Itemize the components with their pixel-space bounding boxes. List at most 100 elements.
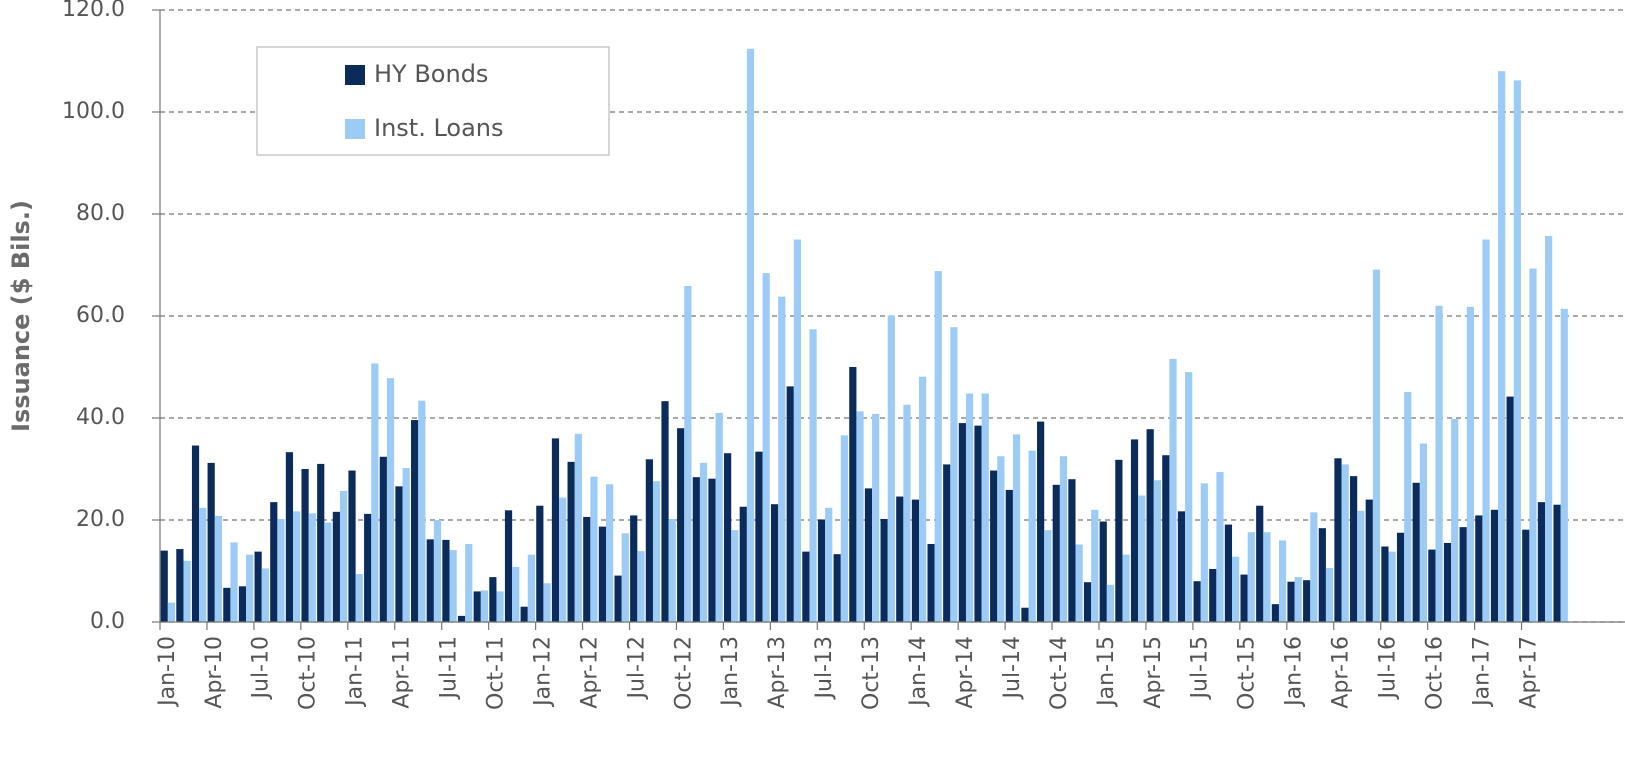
bar [755,451,763,622]
bar [1350,476,1358,622]
y-tick-label: 80.0 [76,201,125,226]
bar [1209,568,1217,622]
x-tick-label: Jul-14 [1000,636,1025,700]
bar [1146,429,1154,622]
bar [1419,443,1428,622]
bar [1263,532,1271,622]
bar [833,554,841,622]
bar [708,478,716,622]
bar [293,511,301,622]
bar [261,568,269,622]
bar [1318,528,1326,622]
bar [386,378,395,622]
bar [1075,544,1083,622]
bar [1115,459,1123,622]
bar [433,520,442,622]
bar [668,518,676,622]
bar [583,516,591,622]
bar [1303,580,1311,622]
bar [1466,306,1474,622]
bar [770,504,779,622]
bar [1545,235,1553,622]
bar [285,452,294,622]
bar [442,539,450,622]
bar [270,502,278,622]
bar [551,438,560,622]
bar [527,554,535,622]
bar [692,477,700,622]
bar [1357,510,1365,622]
bar [950,327,958,622]
bar [559,497,567,622]
x-tick-label: Jan-11 [343,636,368,708]
bar [207,462,215,622]
bar [1428,549,1436,622]
bar [864,488,873,622]
x-tick-label: Oct-10 [296,636,321,710]
x-tick-label: Apr-12 [577,636,602,709]
bar [1256,505,1264,622]
bar [1537,502,1546,622]
x-tick-label: Jan-16 [1282,636,1307,708]
x-tick-label: Jul-15 [1188,636,1213,700]
bar [598,526,607,622]
bar [465,543,473,622]
bar [1162,455,1170,622]
bar [825,507,833,622]
y-tick-label: 100.0 [62,99,125,124]
x-tick-label: Jul-12 [624,636,649,700]
bar [1560,308,1568,622]
bar [1412,482,1420,622]
x-tick-label: Oct-13 [859,636,884,710]
bar [574,433,582,622]
bar [778,296,786,622]
bar [880,518,888,622]
bar [1216,472,1224,622]
bar [1522,529,1530,622]
bar [254,551,262,622]
x-tick-label: Apr-13 [765,636,790,709]
bar [1153,480,1161,622]
y-tick-label: 0.0 [90,609,125,634]
bar [1341,464,1349,622]
bar [332,511,340,622]
bar [606,484,614,622]
y-tick-label: 120.0 [62,0,125,22]
x-tick-label: Apr-17 [1516,636,1541,709]
bar [1099,521,1107,622]
bar [1068,479,1076,622]
x-tick-label: Apr-16 [1329,636,1354,709]
legend-box [256,46,610,156]
bar [1404,391,1412,622]
x-tick-label: Jan-14 [906,636,931,708]
bar [1122,554,1130,622]
x-tick-label: Jul-16 [1376,636,1401,700]
bar [379,456,387,622]
bar [402,467,410,622]
bar [817,519,826,622]
bar [981,393,989,622]
bar [512,566,520,622]
bar [1459,527,1467,622]
bar [489,577,497,622]
bar [997,456,1005,622]
bar [731,530,739,622]
bar [919,376,927,622]
x-tick-label: Jan-10 [155,636,180,708]
bar [1106,584,1115,622]
bar [739,506,747,622]
bar [480,590,489,622]
bar [1443,542,1452,622]
bar [1381,546,1389,622]
bar [652,481,661,622]
bar [449,550,457,622]
bar [364,513,372,622]
bar [504,510,513,622]
bar [496,591,504,622]
legend: HY Bonds Inst. Loans [256,46,610,156]
bar [277,518,285,622]
bar [1185,372,1193,622]
bar [457,615,466,622]
bar [1529,268,1537,622]
